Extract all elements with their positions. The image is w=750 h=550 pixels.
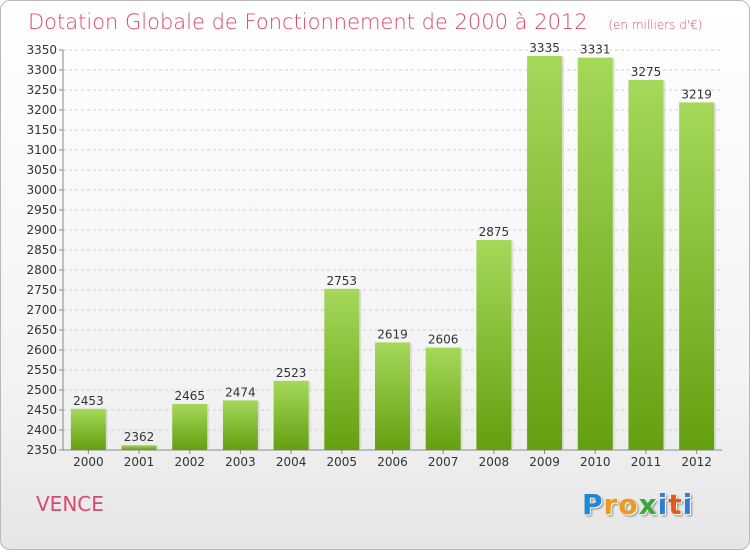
y-tick-label: 2750 (26, 283, 57, 297)
logo-letter: o (618, 488, 639, 521)
x-tick-label: 2000 (73, 455, 104, 469)
logo-letter: t (668, 488, 683, 521)
bar-2011 (628, 80, 664, 450)
y-tick-label: 2450 (26, 403, 57, 417)
value-label: 2362 (124, 430, 155, 444)
y-tick-label: 2700 (26, 303, 57, 317)
x-tick-label: 2003 (225, 455, 256, 469)
y-tick-label: 2650 (26, 323, 57, 337)
value-label: 2875 (479, 225, 510, 239)
bar-2004 (273, 380, 309, 450)
logo-letter: x (638, 488, 658, 521)
value-label: 3219 (681, 87, 712, 101)
y-tick-label: 3000 (26, 183, 57, 197)
y-tick-label: 3200 (26, 103, 57, 117)
proxiti-logo: Proxiti (582, 488, 693, 521)
place-name: VENCE (36, 492, 104, 516)
y-tick-label: 3350 (26, 43, 57, 57)
logo-letter: i (657, 488, 669, 521)
y-tick-label: 2850 (26, 243, 57, 257)
bar-2009 (527, 56, 563, 450)
value-label: 2474 (225, 385, 256, 399)
x-tick-label: 2002 (174, 455, 205, 469)
bar-2003 (222, 400, 258, 450)
y-tick-label: 3250 (26, 83, 57, 97)
x-tick-label: 2007 (428, 455, 459, 469)
value-label: 3335 (529, 41, 560, 55)
y-tick-label: 2550 (26, 363, 57, 377)
y-tick-label: 2600 (26, 343, 57, 357)
bar-2008 (476, 240, 512, 450)
x-tick-label: 2012 (681, 455, 712, 469)
x-tick-label: 2009 (529, 455, 560, 469)
y-tick-label: 3150 (26, 123, 57, 137)
bar-2010 (577, 57, 613, 450)
y-tick-label: 3050 (26, 163, 57, 177)
value-label: 2753 (327, 274, 358, 288)
x-tick-label: 2008 (479, 455, 510, 469)
logo-letter: i (682, 488, 694, 521)
value-label: 2453 (73, 394, 104, 408)
logo-letter: r (603, 488, 619, 521)
bar-2005 (324, 288, 360, 450)
x-tick-label: 2005 (327, 455, 358, 469)
y-tick-label: 2900 (26, 223, 57, 237)
y-tick-label: 2500 (26, 383, 57, 397)
bar-2001 (121, 445, 157, 450)
value-label: 3275 (631, 65, 662, 79)
value-label: 2465 (174, 389, 205, 403)
value-label: 2619 (377, 327, 408, 341)
value-label: 2606 (428, 333, 459, 347)
y-tick-label: 2400 (26, 423, 57, 437)
value-label: 3331 (580, 43, 611, 57)
x-tick-label: 2001 (124, 455, 155, 469)
chart-title: Dotation Globale de Fonctionnement de 20… (28, 10, 702, 34)
bar-2000 (70, 408, 106, 450)
bar-2002 (172, 404, 208, 450)
tick-labels: 2350 2400 2450 2500 2550 2600 2650 2700 2750 2800… (26, 43, 711, 469)
bar-2006 (375, 342, 410, 450)
x-tick-label: 2011 (631, 455, 662, 469)
bar-2007 (425, 347, 461, 450)
bars (70, 56, 717, 451)
y-tick-label: 2800 (26, 263, 57, 277)
value-label: 2523 (276, 366, 307, 380)
x-tick-label: 2010 (580, 455, 611, 469)
bar-2012 (679, 102, 715, 451)
logo-letter: P (582, 488, 604, 521)
y-tick-label: 3100 (26, 143, 57, 157)
chart-title-main: Dotation Globale de Fonctionnement de 20… (28, 10, 588, 34)
chart-subtitle: (en milliers d'€) (608, 18, 702, 32)
y-tick-label: 3300 (26, 63, 57, 77)
x-tick-label: 2004 (276, 455, 307, 469)
value-labels: 2453 2362 2465 2474 2523 2753 2619 2606 2875 3335… (73, 41, 712, 444)
y-tick-label: 2350 (26, 443, 57, 457)
x-tick-label: 2006 (377, 455, 408, 469)
y-tick-label: 2950 (26, 203, 57, 217)
